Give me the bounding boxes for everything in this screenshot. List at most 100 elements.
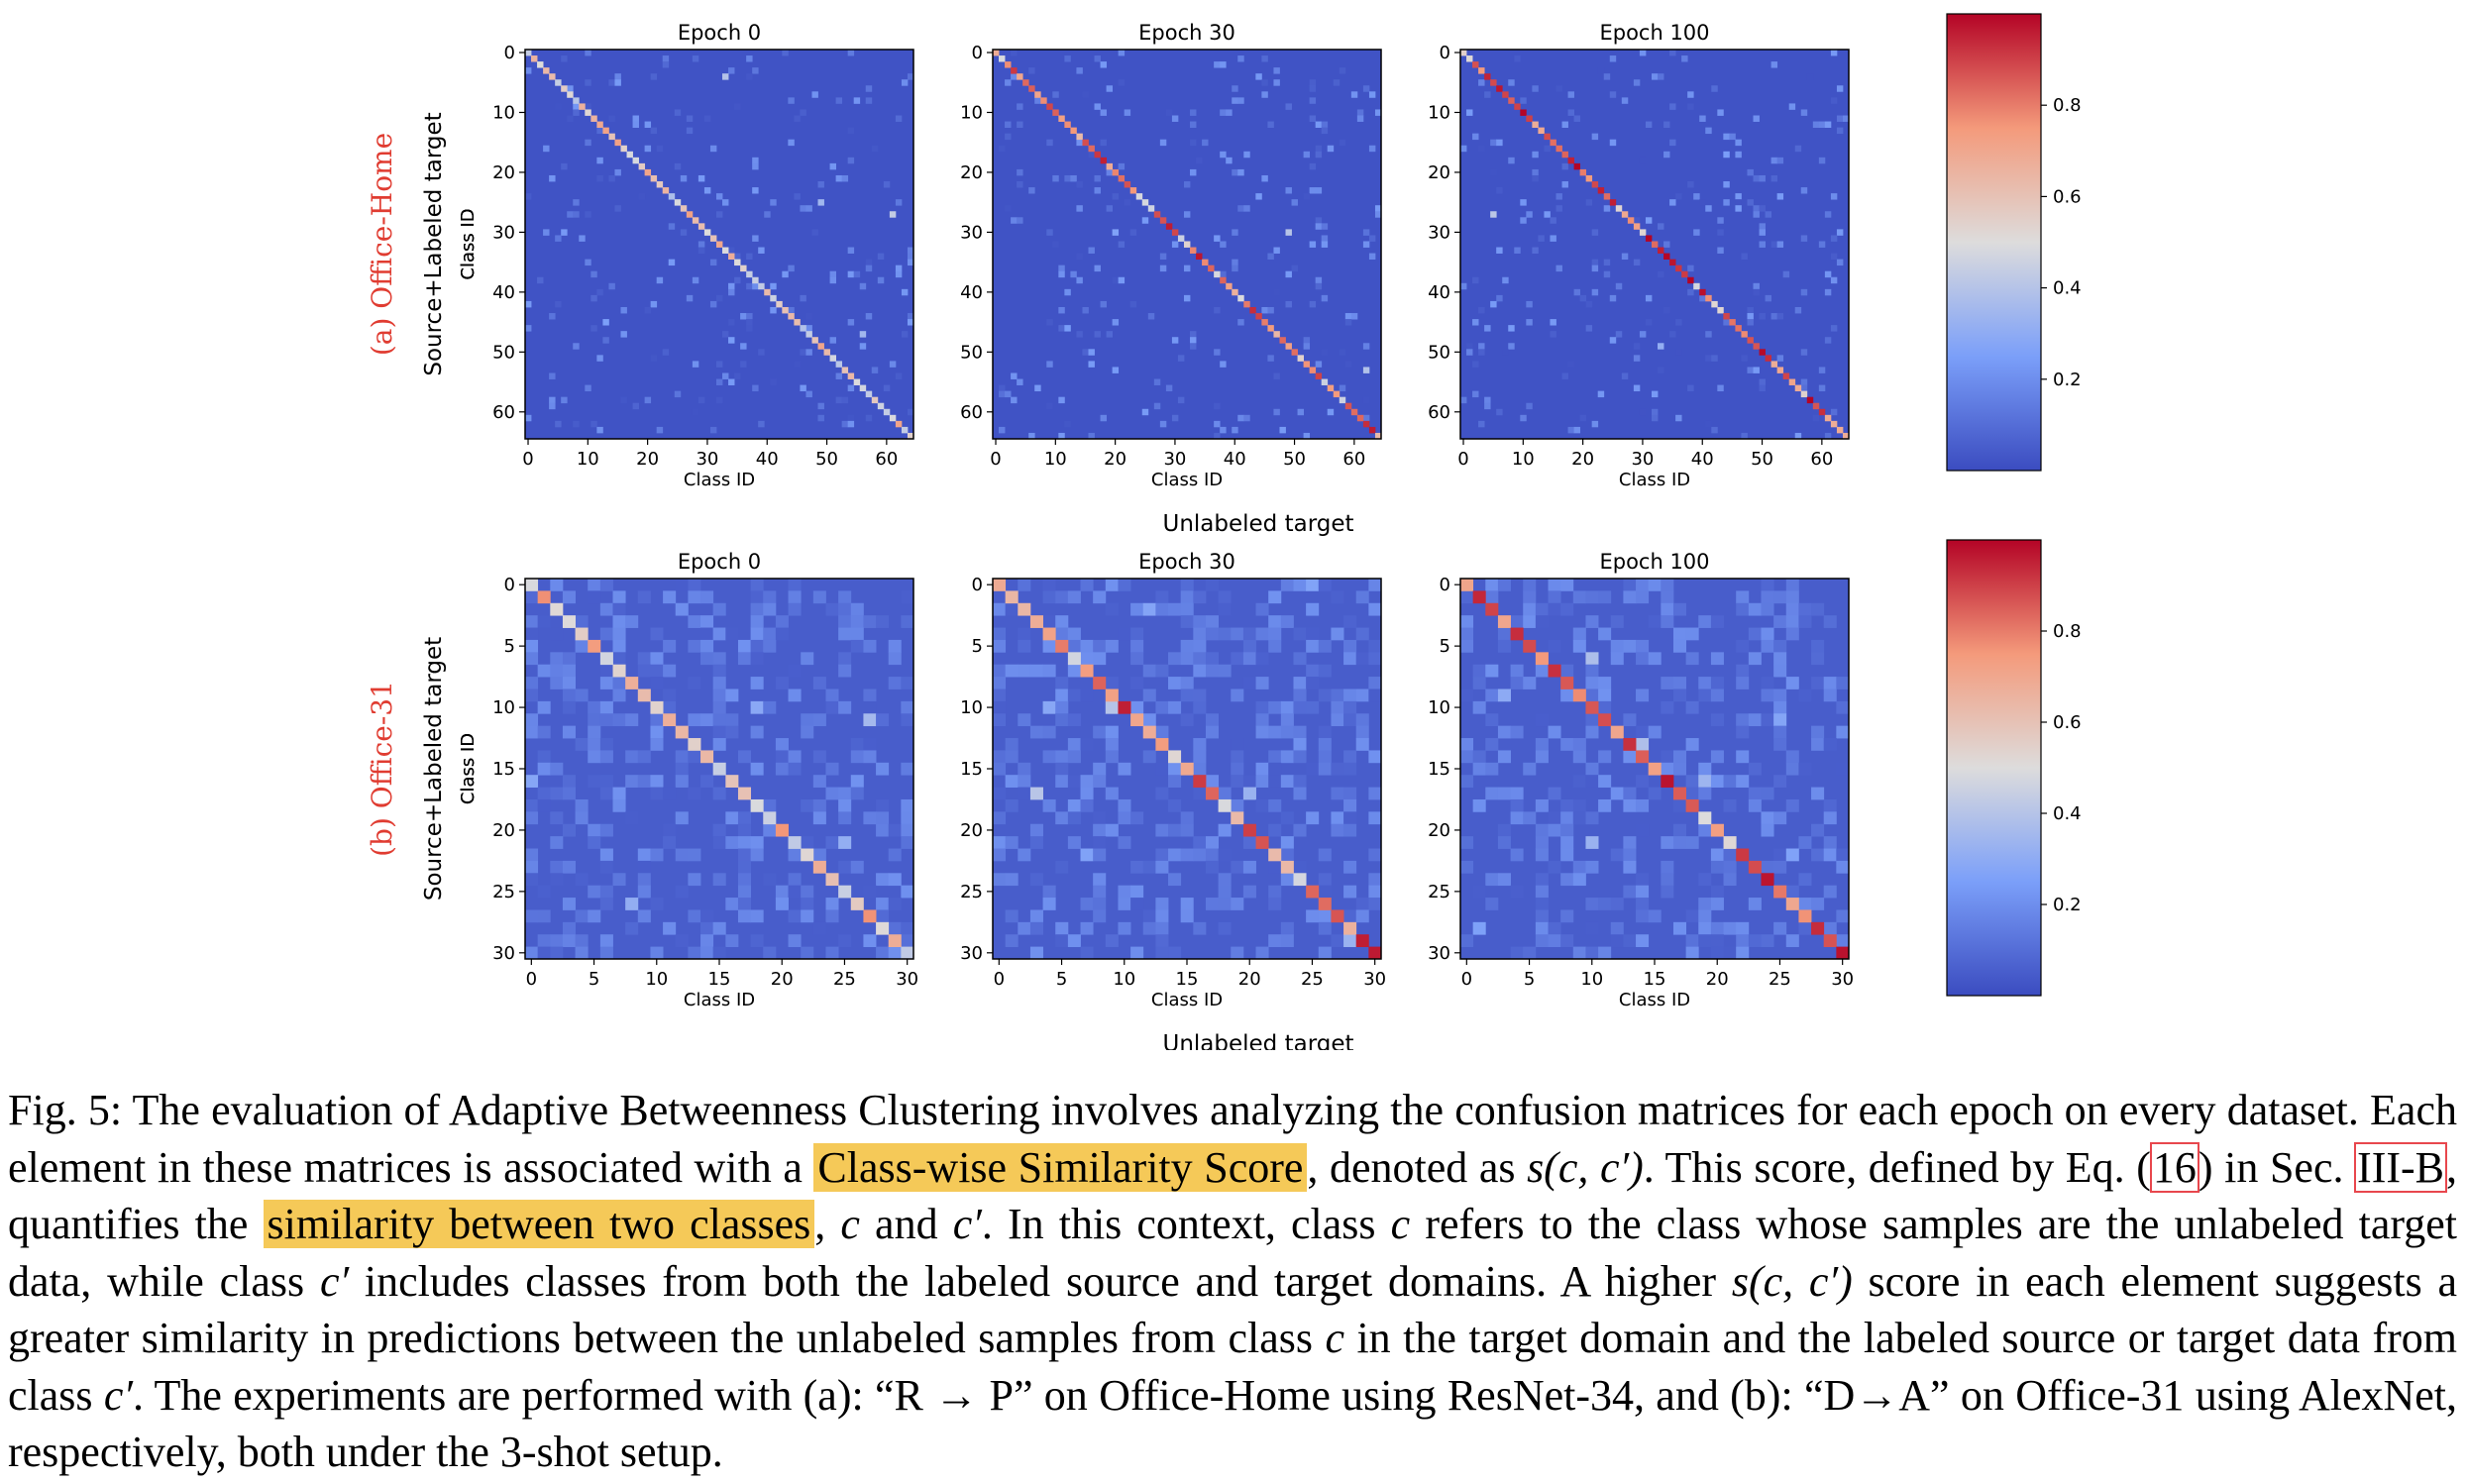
heatmap-cell [1018,848,1031,862]
heatmap-cell [1836,725,1850,739]
heatmap-cell [1171,115,1179,122]
heatmap-cell [1535,885,1549,899]
heatmap-cell [599,934,613,948]
heatmap-cell [562,898,576,910]
heatmap-cell [1118,898,1131,910]
heatmap-cell [1672,639,1687,653]
heatmap-diagonal-cell [770,294,777,302]
heatmap-cell [1343,639,1357,653]
heatmap-diagonal-cell [1094,151,1101,159]
heatmap-cell [812,848,826,862]
heatmap-cell [1076,67,1083,74]
heatmap-cell [575,798,589,812]
heatmap-cell [1776,157,1784,164]
heatmap-cell [1798,898,1812,910]
heatmap-cell [746,325,753,332]
heatmap-cell [620,331,627,338]
heatmap-diagonal-cell [1741,331,1748,338]
heatmap-cell [1723,860,1737,874]
heatmap-cell [1118,162,1126,170]
heatmap-cell [1005,836,1019,849]
heatmap-cell [1794,306,1802,314]
heatmap-cell [1609,91,1617,98]
heatmap-cell [825,909,839,923]
heatmap-cell [1811,738,1825,751]
heatmap-cell [712,725,726,739]
heatmap-diagonal-cell [1836,946,1850,960]
heatmap-cell [1255,725,1269,739]
heatmap-cell [725,689,739,702]
heatmap-cell [1785,627,1799,641]
heatmap-cell [1633,79,1641,86]
heatmap-cell [1460,934,1474,948]
heatmap-cell [805,325,812,332]
heatmap-cell [1231,798,1244,812]
heatmap-diagonal-cell [1093,677,1107,689]
heatmap-diagonal-cell [1544,133,1551,141]
heatmap-cell [838,860,852,874]
heatmap-diagonal-cell [1555,145,1562,153]
heatmap-cell [712,946,726,960]
heatmap-cell [1011,73,1018,80]
heatmap-cell [1460,145,1467,153]
heatmap-cell [1747,319,1754,326]
heatmap-cell [993,664,1007,678]
y-tick-label: 10 [492,102,515,123]
heatmap-cell [1268,885,1282,899]
heatmap-cell [1018,787,1031,800]
heatmap-cell [588,775,601,788]
heatmap-cell [1155,762,1169,776]
heatmap-diagonal-cell [1130,713,1144,727]
heatmap-cell [1761,823,1774,837]
heatmap-cell [1811,725,1825,739]
heatmap-cell [1303,193,1311,200]
heatmap-cell [1785,615,1799,628]
heatmap-cell [1159,265,1167,272]
heatmap-cell [825,762,839,776]
heatmap-cell [599,713,613,727]
heatmap-cell [1510,725,1524,739]
heatmap-diagonal-cell [825,873,839,887]
heatmap-cell [1785,579,1799,591]
heatmap-cell [1242,627,1256,641]
heatmap-cell [575,811,589,825]
heatmap-cell [1472,361,1479,368]
heatmap-cell [1205,836,1220,849]
section-reference-link[interactable]: III-B [2354,1141,2448,1193]
heatmap-cell [1067,750,1081,764]
heatmap-cell [1497,689,1511,702]
heatmap-cell [1327,408,1335,416]
heatmap-cell [1267,306,1274,314]
heatmap-cell [1177,396,1185,404]
heatmap-cell [1535,602,1549,616]
heatmap-cell [1591,259,1599,266]
heatmap-diagonal-cell [1315,372,1323,379]
heatmap-cell [1267,355,1274,362]
equation-reference-link[interactable]: 16 [2149,1141,2199,1193]
heatmap-cell [1293,787,1307,800]
heatmap-cell [850,860,864,874]
y-tick-label: 25 [1428,882,1450,902]
heatmap-cell [888,848,902,862]
x-tick-label: 15 [708,969,731,990]
heatmap-cell [901,823,914,837]
heatmap-cell [750,627,764,641]
heatmap-cell [1242,775,1256,788]
heatmap-cell [1812,414,1820,422]
x-tick-label: 10 [1580,969,1603,990]
heatmap-cell [1306,762,1320,776]
heatmap-cell [1484,91,1491,98]
heatmap-cell [1585,898,1599,910]
heatmap-cell [575,946,589,960]
heatmap-cell [599,775,613,788]
heatmap-diagonal-cell [1472,61,1479,68]
heatmap-cell [700,934,714,948]
heatmap-diagonal-cell [1153,211,1161,218]
heatmap-cell [1472,750,1486,764]
heatmap-cell [1610,898,1624,910]
heatmap-cell [1645,294,1653,302]
heatmap-cell [901,79,909,86]
heatmap-cell [737,652,752,666]
heatmap-cell [788,139,795,147]
heatmap-cell [1591,265,1599,272]
